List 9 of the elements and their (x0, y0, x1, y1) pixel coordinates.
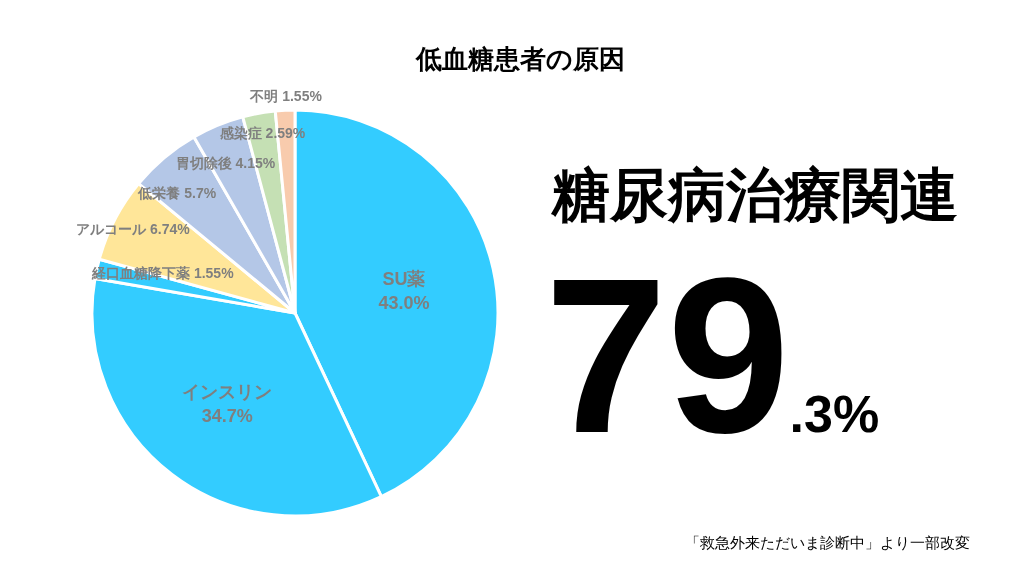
data-label: 34.7% (201, 405, 253, 426)
slice-label: インスリン (182, 381, 273, 402)
text: 糖尿病治療関連 (550, 162, 958, 227)
chart-title: 低血糖患者の原因 (414, 44, 625, 74)
text: 「救急外来ただいま診断中」より一部改変 (685, 534, 970, 551)
slice-label: 不明 1.55% (249, 88, 323, 104)
text: 79.3% (544, 233, 880, 479)
data-label: 43.0% (378, 292, 430, 313)
slice-label: SU薬 (382, 268, 426, 289)
